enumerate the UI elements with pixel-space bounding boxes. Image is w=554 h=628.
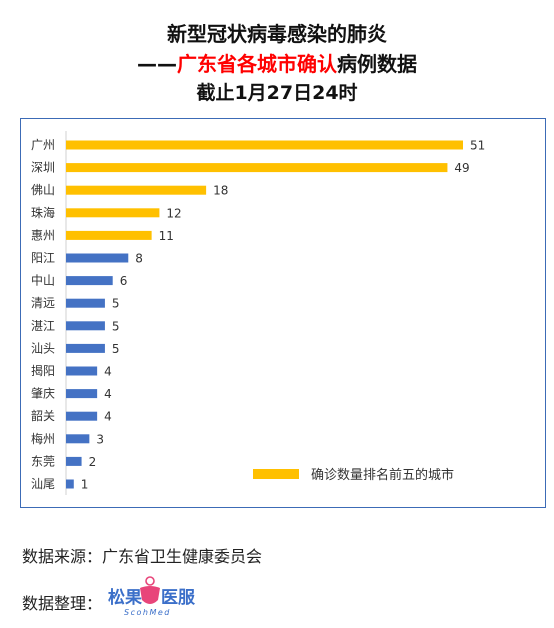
data-source-line: 数据来源：广东省卫生健康委员会 xyxy=(22,543,262,567)
data-label: 5 xyxy=(112,342,120,356)
chart-frame: 广州 51 深圳 49 佛山 18 珠海 12 惠州 11 阳江 8 中山 6 清远 5 湛江 5 汕头 5 揭阳 4 肇庆… xyxy=(20,118,546,508)
legend-label: 确诊数量排名前五的城市 xyxy=(311,467,454,483)
data-source-label: 数据来源： xyxy=(22,547,103,566)
data-organizer-label: 数据整理： xyxy=(22,594,103,613)
bar xyxy=(66,185,207,195)
data-label: 51 xyxy=(470,139,485,153)
category-label: 湛江 xyxy=(31,319,55,333)
category-label: 广州 xyxy=(31,138,55,152)
chart-title-line2: ——广东省各城市确认病例数据 xyxy=(0,48,554,77)
category-label: 佛山 xyxy=(31,183,55,197)
data-label: 3 xyxy=(96,432,104,446)
bar xyxy=(66,366,98,376)
category-label: 韶关 xyxy=(31,408,55,423)
title-highlight: 广东省各城市确认 xyxy=(177,52,337,76)
bar xyxy=(66,411,98,421)
bar xyxy=(66,343,105,353)
scohmed-logo: 松果 医服 ScohMed xyxy=(108,576,196,617)
bar xyxy=(66,389,98,399)
data-label: 1 xyxy=(81,478,89,492)
data-label: 5 xyxy=(112,319,120,333)
bar xyxy=(66,230,152,240)
category-label: 深圳 xyxy=(31,161,55,175)
bar xyxy=(66,434,90,444)
data-label: 11 xyxy=(159,229,174,243)
data-label: 2 xyxy=(89,455,97,469)
category-label: 揭阳 xyxy=(31,363,55,378)
category-label: 肇庆 xyxy=(31,386,55,401)
data-label: 4 xyxy=(104,387,112,401)
category-label: 珠海 xyxy=(31,205,55,220)
bar xyxy=(66,163,448,173)
chart-title-line1: 新型冠状病毒感染的肺炎 xyxy=(167,22,387,46)
bar xyxy=(66,456,82,466)
category-label: 汕头 xyxy=(31,341,55,355)
pinecone-icon xyxy=(140,576,160,604)
bar xyxy=(66,321,105,331)
legend-swatch xyxy=(253,469,299,479)
data-label: 49 xyxy=(454,161,469,175)
category-label: 东莞 xyxy=(31,454,55,468)
data-label: 12 xyxy=(166,206,181,220)
data-label: 6 xyxy=(120,274,128,288)
bar xyxy=(66,253,129,263)
data-label: 8 xyxy=(135,252,143,266)
category-label: 中山 xyxy=(31,273,55,288)
category-label: 惠州 xyxy=(31,228,55,242)
data-source-value: 广东省卫生健康委员会 xyxy=(102,547,263,566)
data-label: 18 xyxy=(213,184,228,198)
data-organizer-line: 数据整理： xyxy=(22,590,102,614)
data-label: 4 xyxy=(104,365,112,379)
bar xyxy=(66,298,105,308)
category-label: 梅州 xyxy=(31,431,55,446)
data-label: 4 xyxy=(104,410,112,424)
title-dash: —— xyxy=(137,52,177,76)
bar-chart: 广州 51 深圳 49 佛山 18 珠海 12 惠州 11 阳江 8 中山 6 清远 5 湛江 5 汕头 5 揭阳 4 肇庆… xyxy=(31,131,485,495)
data-label: 5 xyxy=(112,297,120,311)
title-suffix: 病例数据 xyxy=(337,52,417,76)
bar xyxy=(66,140,463,150)
logo-text-left: 松果 xyxy=(108,587,142,608)
category-label: 阳江 xyxy=(31,251,55,265)
bar xyxy=(66,276,113,286)
logo-text-right: 医服 xyxy=(161,588,196,608)
category-label: 汕尾 xyxy=(31,477,55,491)
chart-date-line: 截止1月27日24时 xyxy=(196,82,358,104)
bar xyxy=(66,208,160,218)
bar xyxy=(66,479,74,489)
logo-subtext: ScohMed xyxy=(124,608,171,617)
category-label: 清远 xyxy=(31,296,55,310)
